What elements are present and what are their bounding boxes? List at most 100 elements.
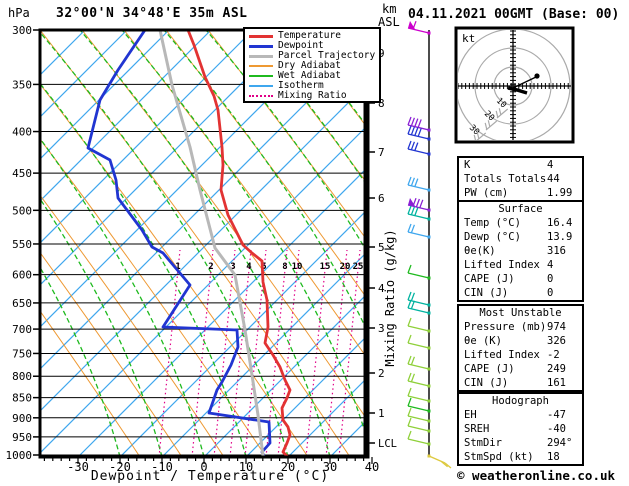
info-row-label: StmSpd (kt) [464,451,534,463]
km-tick-label: 8 [378,97,385,110]
wind-barb-tick [412,20,417,30]
wind-barb-shaft [407,425,430,432]
info-row: StmDir 294° [459,436,582,450]
km-tick-label: 2 [378,367,385,380]
wind-barb-tick [407,372,412,382]
wet-adiabat-line [79,30,331,457]
info-row-value: 161 [547,377,566,389]
legend-label: Isotherm [278,80,324,91]
info-row: Pressure (mb) 974 [459,320,582,334]
info-row-value: 44 [547,173,560,185]
wind-level-dot [427,137,431,141]
wind-barb-tick [417,119,422,128]
wind-barb-tick [407,317,412,327]
info-row-value: 16.4 [547,217,573,229]
decor-barb-tick [498,108,502,115]
hodograph-ring-label: 10 [494,96,508,110]
info-row-label: Lifted Index [464,259,540,271]
wind-barb [407,116,431,132]
grid-layer: 1 2 3 4 5 8 10 15 20 25 [40,30,629,457]
info-row: CAPE (J) 0 [459,272,582,286]
info-row: EH -47 [459,408,582,422]
info-row-label: EH [464,409,477,421]
wind-barb [407,205,431,221]
km-tick-label: 3 [378,322,385,335]
station-title: 32°00'N 34°48'E 35m ASL [56,6,248,21]
info-row-label: θe (K) [464,335,502,347]
hodograph-trace-endpoint [534,73,540,79]
pressure-tick-label: 950 [12,431,32,444]
wet-adiabat-line [163,30,368,335]
info-table-most-unstable: Most Unstable Pressure (mb) 974 θe (K) 326 Li… [457,304,584,392]
info-row-value: -2 [547,349,560,361]
wind-barb-tick [414,207,419,216]
isotherm-line [161,250,368,457]
legend-row: Parcel Trajectory [245,51,379,61]
wind-barb-shaft [407,325,430,332]
legend-label: Wet Adiabat [278,70,341,81]
wind-barb-tick [414,118,419,127]
wind-barb-tick [407,140,412,150]
wet-adiabat-line [40,82,247,457]
legend-row: Dry Adiabat [245,61,379,71]
info-row-value: 316 [547,245,566,257]
wind-barb [407,140,431,156]
legend-row: Dewpoint [245,41,379,51]
info-row: CIN (J) 161 [459,376,582,390]
pressure-tick-label: 550 [12,238,32,251]
info-row-label: Temp (°C) [464,217,521,229]
wind-barb-tick [444,462,452,469]
wind-barb-tick [407,125,412,135]
x-axis-label: Dewpoint / Temperature (°C) [90,469,330,484]
info-row-value: 13.9 [547,231,573,243]
wind-level-dot [427,188,431,192]
wind-barb-tick [407,334,412,344]
km-tick-label: 1 [378,407,385,420]
wet-adiabat-line [40,31,289,457]
mixing-ratio-value-label: 20 [340,262,351,272]
wind-barb-shaft [407,27,430,34]
pressure-tick-label: 900 [12,412,32,425]
wind-barb-shaft [407,272,430,279]
wind-barb-tick [407,223,412,233]
decor-barb-shaft [496,108,509,119]
asl-axis-unit-label: ASL [378,15,400,29]
wind-barb-tick [410,373,416,383]
mixing-ratio-value-label: 5 [261,262,266,272]
isotherm-line [40,30,212,202]
info-row-label: θe(K) [464,245,496,257]
x-axis-tick-label: -20 [109,460,131,474]
wind-barb-shaft [407,213,430,220]
x-axis-tick-label: -10 [151,460,173,474]
legend-swatch-temperature [249,34,273,38]
decor-barb-tick [473,134,477,140]
parcel-trajectory-trace [158,30,265,457]
info-row-label: PW (cm) [464,187,509,199]
info-row: CIN (J) 0 [459,286,582,300]
isotherm-line [40,30,128,118]
wet-adiabat-line [584,30,629,457]
wind-level-dot [427,303,431,307]
legend-swatch-mixing-ratio [249,95,273,97]
hodograph-decor-barb [484,120,498,131]
wind-barb [407,355,431,371]
legend-label: Temperature [278,30,341,41]
info-row-label: Lifted Index [464,349,540,361]
wind-barb-shaft [407,148,430,155]
wet-adiabat-line [40,197,163,457]
decor-barb-shaft [474,132,487,140]
pressure-tick-label: 700 [12,323,32,336]
temperature-trace [186,30,292,457]
pressure-tick-label: 300 [12,24,32,37]
legend-row: Isotherm [245,81,379,91]
wind-level-dot [427,429,431,433]
isotherm-line [245,334,368,457]
wind-barb-tick [414,142,419,151]
decor-barb-tick [484,122,488,130]
pressure-tick-label: 750 [12,347,32,360]
wind-barb-tick [407,397,412,407]
wind-barb-tick [414,127,419,136]
pressure-tick-label: 350 [12,78,32,91]
info-row-label: Totals Totals [464,173,547,185]
wind-barb [407,291,431,307]
